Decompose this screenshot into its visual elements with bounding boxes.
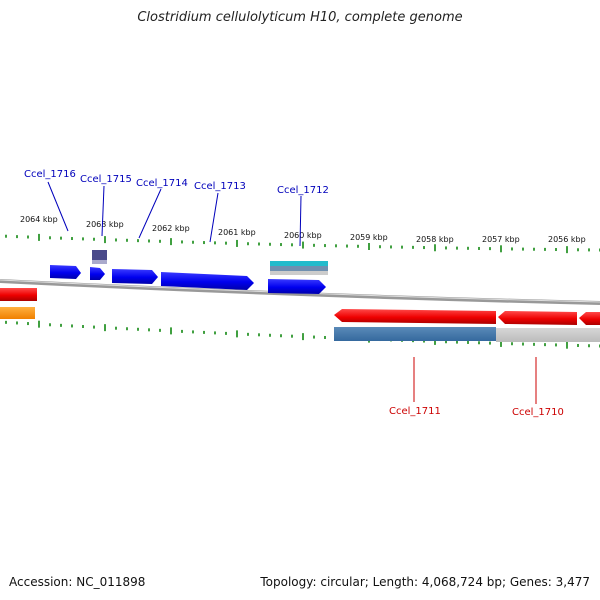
leader-ccel-1712 bbox=[299, 195, 302, 247]
gene-label-ccel-1714[interactable]: Ccel_1714 bbox=[136, 178, 188, 189]
gene-label-ccel-1716[interactable]: Ccel_1716 bbox=[24, 169, 76, 180]
genome-summary-text: Topology: circular; Length: 4,068,724 bp… bbox=[260, 575, 590, 589]
kbp-label: 2064 kbp bbox=[20, 215, 58, 224]
gene-partial-left-orange[interactable] bbox=[0, 307, 35, 319]
leader-ccel-1715 bbox=[101, 185, 105, 237]
gene-label-ccel-1710[interactable]: Ccel_1710 bbox=[512, 407, 564, 418]
scale-ticks-outer bbox=[5, 233, 600, 254]
gene-arrow-ccel-1712[interactable] bbox=[268, 279, 326, 294]
gene-box-ccel-1712-upper[interactable] bbox=[270, 261, 328, 266]
kbp-label: 2056 kbp bbox=[548, 235, 586, 244]
kbp-label: 2057 kbp bbox=[482, 235, 520, 244]
leader-ccel-1716 bbox=[47, 181, 69, 232]
gene-box-ccel-1715-upstream[interactable] bbox=[92, 250, 107, 261]
kbp-label: 2063 kbp bbox=[86, 220, 124, 229]
gene-box-ccel-1710-lower[interactable] bbox=[496, 328, 600, 342]
gene-arrow-ccel-1716[interactable] bbox=[50, 265, 81, 279]
leader-ccel-1714 bbox=[138, 188, 162, 239]
kbp-label: 2062 kbp bbox=[152, 224, 190, 233]
genome-backbone bbox=[0, 279, 600, 305]
gene-arrow-ccel-1711[interactable] bbox=[334, 309, 496, 324]
leader-ccel-1713 bbox=[209, 192, 219, 243]
gene-box-ccel-1712-lower bbox=[270, 271, 328, 275]
gene-arrow-ccel-1715[interactable] bbox=[90, 267, 105, 280]
accession-text: Accession: NC_011898 bbox=[9, 575, 146, 589]
gene-box-ccel-1712-mid bbox=[270, 266, 328, 271]
gene-label-ccel-1711[interactable]: Ccel_1711 bbox=[389, 406, 441, 417]
kbp-label: 2060 kbp bbox=[284, 231, 322, 240]
gene-label-ccel-1712[interactable]: Ccel_1712 bbox=[277, 185, 329, 196]
kbp-label: 2061 kbp bbox=[218, 228, 256, 237]
gene-arrow-right-partial[interactable] bbox=[579, 312, 600, 325]
gene-label-ccel-1715[interactable]: Ccel_1715 bbox=[80, 174, 132, 185]
label-leaders bbox=[47, 181, 537, 404]
scale-labels: 2064 kbp 2063 kbp 2062 kbp 2061 kbp 2060… bbox=[20, 215, 586, 244]
gene-box-ccel-1711-lower[interactable] bbox=[334, 327, 496, 341]
reverse-strand-genes bbox=[0, 288, 600, 342]
gene-arrow-ccel-1710[interactable] bbox=[498, 311, 577, 325]
gene-label-ccel-1713[interactable]: Ccel_1713 bbox=[194, 181, 246, 192]
gene-arrow-ccel-1713[interactable] bbox=[161, 272, 254, 290]
gene-labels: Ccel_1716 Ccel_1715 Ccel_1714 Ccel_1713 … bbox=[24, 169, 564, 418]
kbp-label: 2059 kbp bbox=[350, 233, 388, 242]
kbp-label: 2058 kbp bbox=[416, 235, 454, 244]
forward-strand-genes bbox=[50, 250, 328, 294]
gene-box-shadow bbox=[92, 260, 107, 264]
gene-arrow-ccel-1714[interactable] bbox=[112, 269, 158, 284]
gene-partial-left-red[interactable] bbox=[0, 288, 37, 301]
genome-title: Clostridium cellulolyticum H10, complete… bbox=[137, 10, 463, 25]
